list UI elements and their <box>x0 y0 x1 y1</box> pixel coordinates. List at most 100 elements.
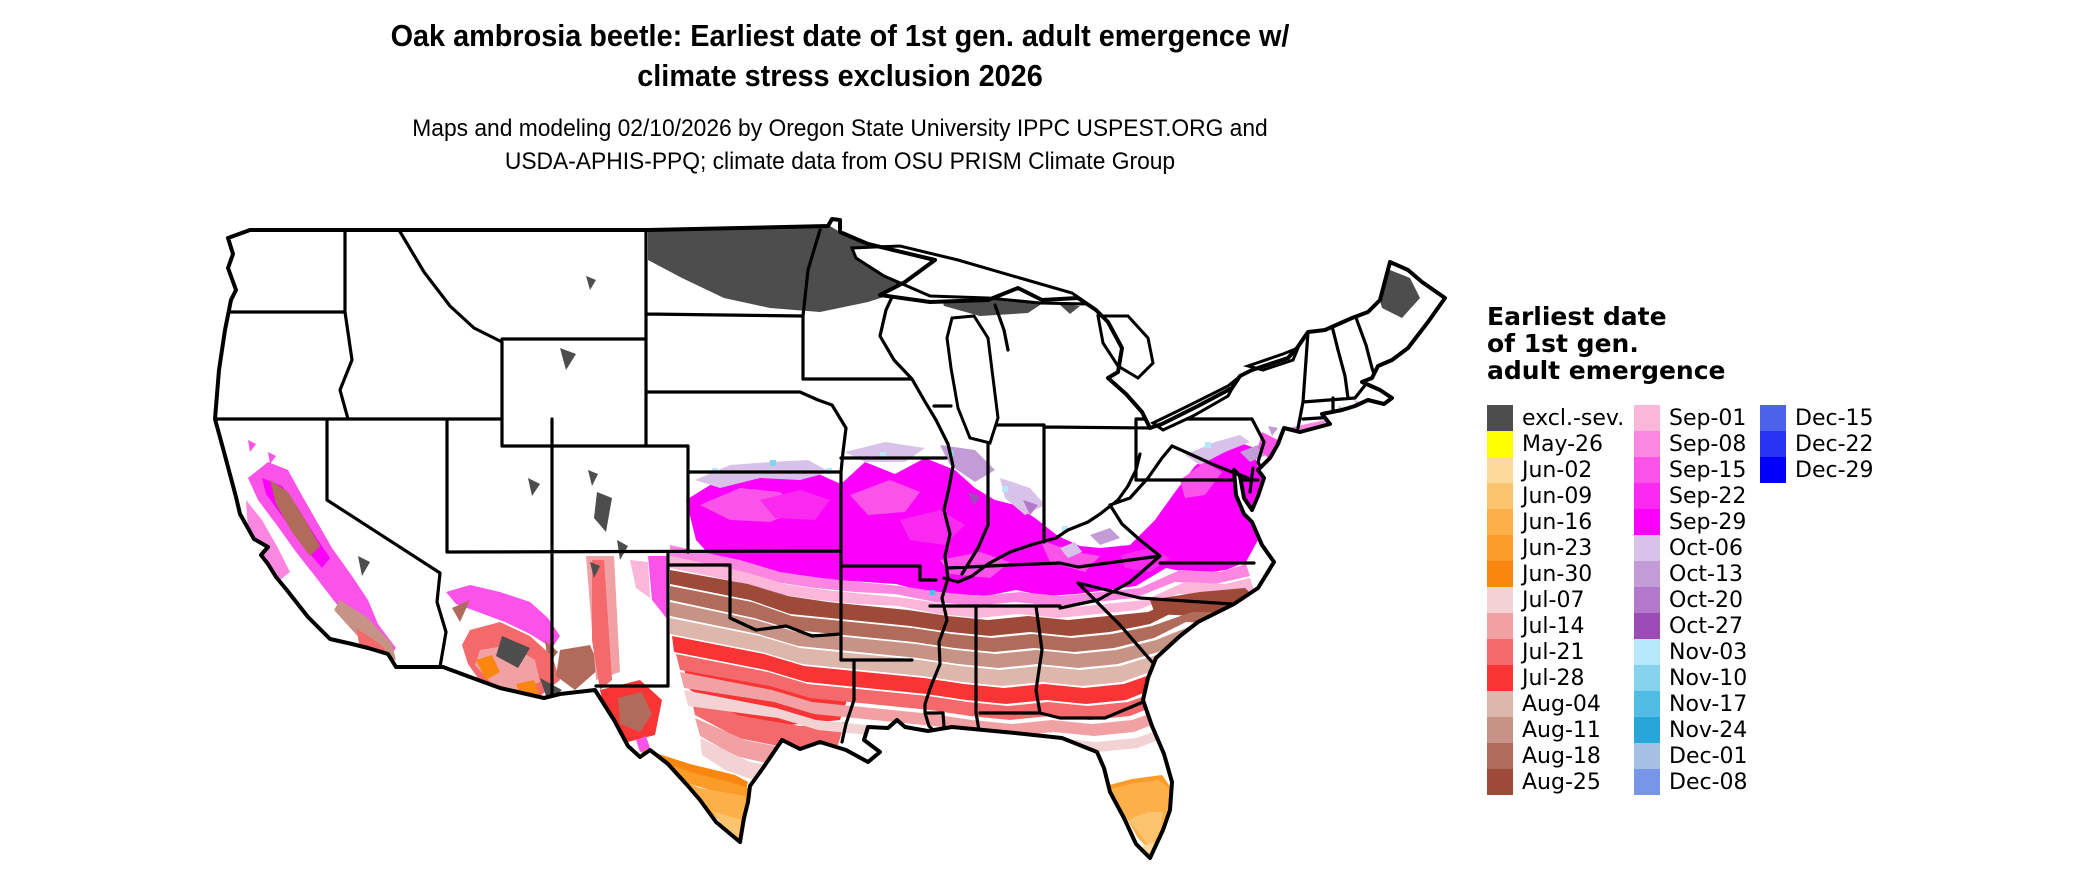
legend-row: Nov-17 <box>1634 691 1748 717</box>
legend-row: Jun-30 <box>1487 561 1624 587</box>
legend-swatch <box>1634 405 1660 431</box>
lake-ontario <box>1242 345 1301 372</box>
lake-michigan <box>945 314 1000 445</box>
legend-label: Oct-06 <box>1669 535 1743 561</box>
legend-row: Dec-29 <box>1760 457 1874 483</box>
legend-row: May-26 <box>1487 431 1624 457</box>
legend-row: Dec-22 <box>1760 431 1874 457</box>
legend-label: Jun-09 <box>1522 483 1593 509</box>
map-subtitle: Maps and modeling 02/10/2026 by Oregon S… <box>42 112 1638 178</box>
legend-row: Jun-09 <box>1487 483 1624 509</box>
legend-swatch <box>1634 457 1660 483</box>
legend-swatch <box>1634 561 1660 587</box>
legend-label: excl.-sev. <box>1522 405 1625 431</box>
legend-label: Oct-27 <box>1669 613 1743 639</box>
legend-label: Oct-13 <box>1669 561 1743 587</box>
legend-row: Sep-22 <box>1634 483 1748 509</box>
legend-swatch <box>1634 587 1660 613</box>
legend-label: Nov-10 <box>1669 665 1748 691</box>
legend-swatch <box>1487 509 1513 535</box>
legend-label: Nov-17 <box>1669 691 1748 717</box>
legend-swatch <box>1634 743 1660 769</box>
legend-swatch <box>1634 535 1660 561</box>
legend-swatch <box>1634 717 1660 743</box>
lake-superior <box>849 244 1093 306</box>
legend-swatch <box>1487 639 1513 665</box>
legend-title: Earliest date of 1st gen. adult emergenc… <box>1487 303 1726 384</box>
legend-row: Jul-14 <box>1487 613 1624 639</box>
legend-row: Sep-15 <box>1634 457 1748 483</box>
legend-label: Jul-21 <box>1522 639 1585 665</box>
legend-swatch <box>1487 483 1513 509</box>
legend-label: Jun-30 <box>1522 561 1593 587</box>
legend-row: Nov-03 <box>1634 639 1748 665</box>
legend-title-line3: adult emergence <box>1487 356 1726 385</box>
legend-label: Aug-18 <box>1522 743 1601 769</box>
conus-outline <box>213 217 1447 860</box>
legend-row: Sep-01 <box>1634 405 1748 431</box>
legend-label: Nov-03 <box>1669 639 1748 665</box>
legend-row: Oct-06 <box>1634 535 1748 561</box>
legend-label: Jul-14 <box>1522 613 1585 639</box>
legend-row: Sep-29 <box>1634 509 1748 535</box>
legend-swatch <box>1760 431 1786 457</box>
legend-row: Jun-16 <box>1487 509 1624 535</box>
map-subtitle-line1: Maps and modeling 02/10/2026 by Oregon S… <box>412 115 1268 142</box>
map-title-line1: Oak ambrosia beetle: Earliest date of 1s… <box>390 18 1290 53</box>
map-title: Oak ambrosia beetle: Earliest date of 1s… <box>59 16 1621 96</box>
legend-row: Dec-15 <box>1760 405 1874 431</box>
legend-swatch <box>1487 457 1513 483</box>
legend-label: Dec-22 <box>1795 431 1874 457</box>
legend-swatch <box>1487 717 1513 743</box>
legend-row: Nov-10 <box>1634 665 1748 691</box>
map-title-line2: climate stress exclusion 2026 <box>637 58 1043 93</box>
legend-label: Jun-02 <box>1522 457 1593 483</box>
legend-swatch <box>1634 613 1660 639</box>
legend-swatch <box>1487 691 1513 717</box>
legend-label: Jun-16 <box>1522 509 1593 535</box>
legend-swatch <box>1760 457 1786 483</box>
legend-label: Jul-07 <box>1522 587 1585 613</box>
legend-swatch <box>1487 405 1513 431</box>
legend-label: Dec-15 <box>1795 405 1874 431</box>
legend-label: May-26 <box>1522 431 1604 457</box>
legend-label: Dec-29 <box>1795 457 1874 483</box>
legend-swatch <box>1487 431 1513 457</box>
legend-label: Dec-08 <box>1669 769 1748 795</box>
legend-swatch <box>1487 535 1513 561</box>
legend-title-line2: of 1st gen. <box>1487 329 1639 358</box>
legend-row: Oct-27 <box>1634 613 1748 639</box>
legend-row: Jun-23 <box>1487 535 1624 561</box>
legend-row: Jul-28 <box>1487 665 1624 691</box>
legend-swatch <box>1634 665 1660 691</box>
map-color-regions <box>215 219 1445 858</box>
map-subtitle-line2: USDA-APHIS-PPQ; climate data from OSU PR… <box>504 148 1176 175</box>
legend-swatch <box>1487 561 1513 587</box>
legend-swatch <box>1634 639 1660 665</box>
legend-row: Nov-24 <box>1634 717 1748 743</box>
legend-label: Nov-24 <box>1669 717 1748 743</box>
legend-row: Oct-13 <box>1634 561 1748 587</box>
legend-row: excl.-sev. <box>1487 405 1624 431</box>
legend-swatch <box>1634 483 1660 509</box>
legend-label: Sep-15 <box>1669 457 1747 483</box>
legend-swatch <box>1487 743 1513 769</box>
legend-label: Aug-04 <box>1522 691 1601 717</box>
legend-title-line1: Earliest date <box>1487 302 1667 331</box>
legend-label: Sep-01 <box>1669 405 1747 431</box>
legend-swatch <box>1487 587 1513 613</box>
legend-column-1: excl.-sev. May-26 Jun-02 Jun-09 Jun-16 Jun-23… <box>1487 405 1624 795</box>
legend-swatch <box>1634 769 1660 795</box>
legend-label: Sep-29 <box>1669 509 1747 535</box>
legend-row: Oct-20 <box>1634 587 1748 613</box>
legend-row: Aug-25 <box>1487 769 1624 795</box>
legend-swatch <box>1634 691 1660 717</box>
legend-label: Jun-23 <box>1522 535 1593 561</box>
legend-label: Oct-20 <box>1669 587 1743 613</box>
legend-swatch <box>1634 509 1660 535</box>
legend-row: Jul-07 <box>1487 587 1624 613</box>
legend-row: Sep-08 <box>1634 431 1748 457</box>
legend-label: Sep-08 <box>1669 431 1747 457</box>
